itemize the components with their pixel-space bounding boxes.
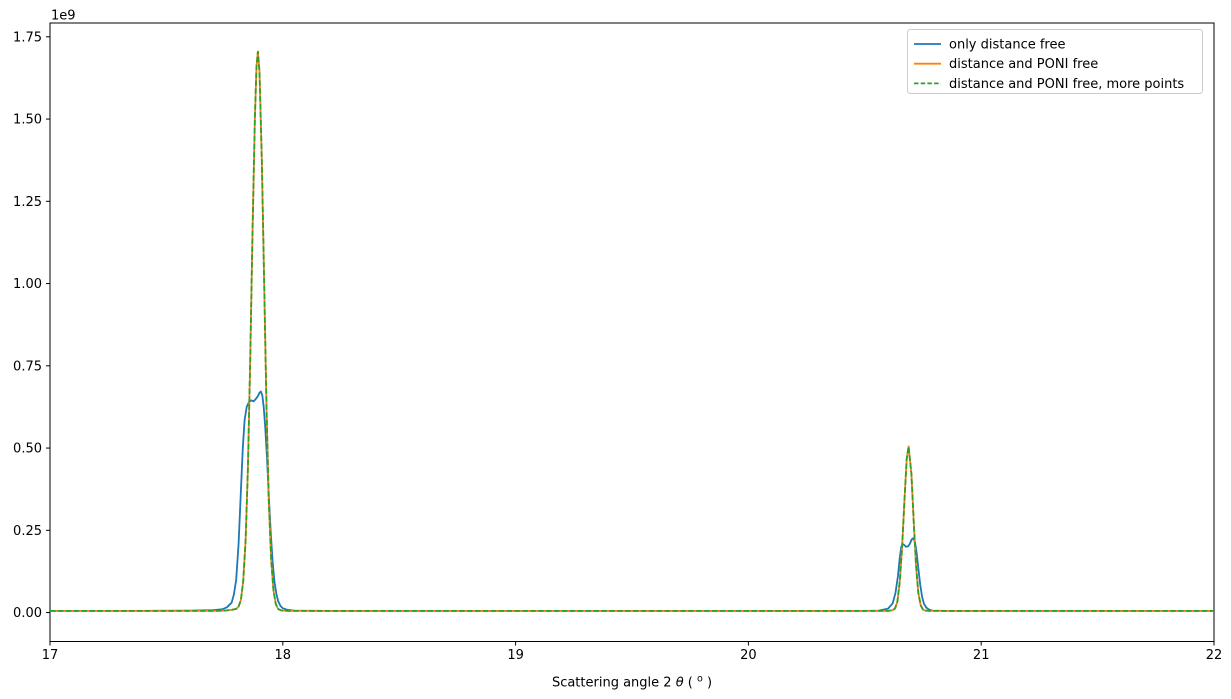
y-tick-label: 1.25: [13, 195, 42, 210]
legend-label-2: distance and PONI free, more points: [949, 77, 1184, 92]
x-tick-label: 21: [973, 648, 990, 663]
legend-box: [907, 29, 1203, 94]
x-tick-label: 18: [275, 648, 292, 663]
y-tick-label: 0.75: [13, 359, 42, 374]
x-tick-label: 22: [1206, 648, 1223, 663]
series-line-1: [50, 50, 1214, 612]
x-tick-label: 19: [507, 648, 524, 663]
y-axis-offset-text: 1e9: [51, 9, 76, 24]
legend-label-1: distance and PONI free: [949, 57, 1098, 72]
plot-area: [49, 22, 1215, 642]
x-axis-label-text: Scattering angle 2: [552, 676, 672, 691]
y-tick-label: 1.00: [13, 277, 42, 292]
y-tick-label: 1.75: [13, 30, 42, 45]
plot-curves: [50, 50, 1214, 612]
y-tick-label: 0.00: [13, 606, 42, 621]
y-axis-ticks: 0.00 0.25 0.50 0.75 1.00 1.25 1.50 1.75: [13, 30, 50, 621]
x-axis-label-paren-open: (: [688, 676, 693, 691]
x-axis-label-theta: θ: [676, 676, 684, 691]
series-line-0: [50, 390, 1214, 612]
y-tick-label: 0.50: [13, 442, 42, 457]
x-axis-label-paren-close: ): [707, 676, 712, 691]
y-tick-label: 1.50: [13, 113, 42, 128]
legend: only distance free distance and PONI free…: [907, 29, 1203, 94]
x-axis-label: Scattering angle 2 θ ( o ): [552, 671, 712, 691]
x-tick-label: 20: [740, 648, 757, 663]
x-axis-ticks: 17 18 19 20 21 22: [42, 641, 1223, 663]
x-axis-label-degree-sup: o: [697, 674, 703, 685]
legend-label-0: only distance free: [949, 38, 1065, 53]
x-tick-label: 17: [42, 648, 59, 663]
y-tick-label: 0.25: [13, 524, 42, 539]
series-line-2: [50, 50, 1214, 612]
